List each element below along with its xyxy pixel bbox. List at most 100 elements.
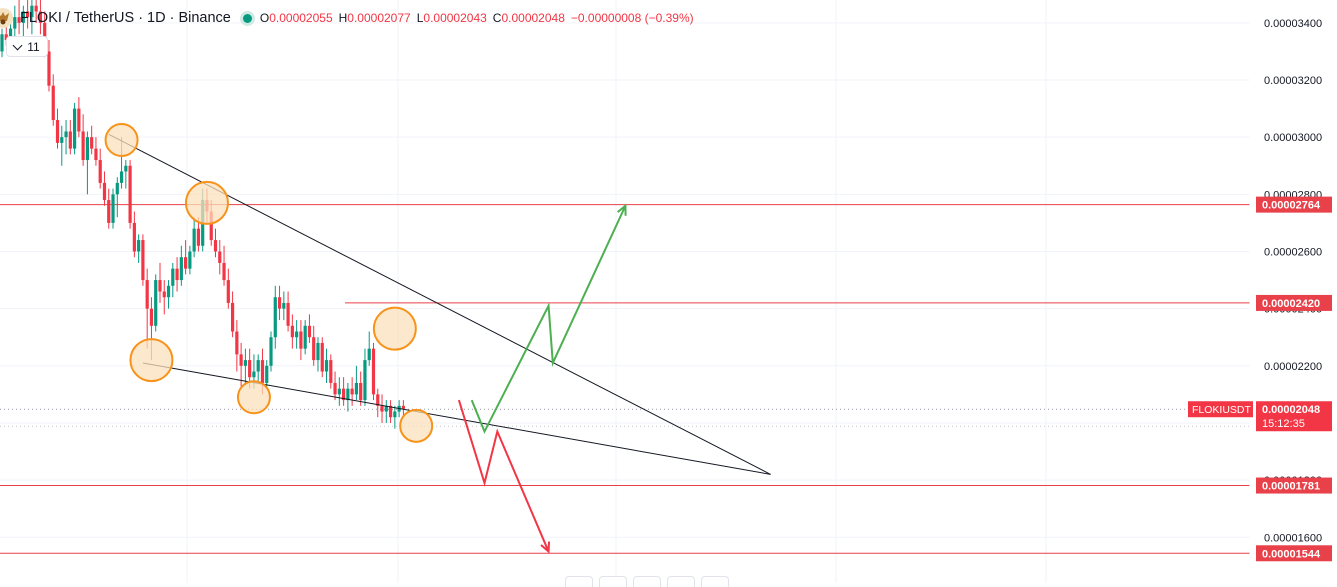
bottom-toolbar bbox=[565, 576, 729, 587]
candle-body bbox=[98, 160, 102, 183]
trendline bbox=[142, 362, 771, 475]
countdown-label: 15:12:35 bbox=[1262, 418, 1305, 430]
candle-body bbox=[209, 211, 213, 241]
highlight-circle bbox=[399, 408, 434, 443]
candle-body bbox=[102, 182, 107, 201]
candle-body bbox=[337, 388, 341, 395]
candle-body bbox=[119, 171, 124, 183]
candle-body bbox=[299, 331, 303, 349]
level-price-tag bbox=[1256, 545, 1332, 562]
symbol-title[interactable]: FLOKI / TetherUS · 1D · Binance bbox=[20, 10, 231, 26]
price-axis bbox=[1250, 0, 1337, 583]
candle-body bbox=[367, 348, 371, 361]
change-value: −0.00000008 (−0.39%) bbox=[570, 11, 694, 25]
bottom-button-1[interactable] bbox=[565, 576, 593, 587]
candle-body bbox=[64, 131, 68, 138]
candle-body bbox=[393, 411, 397, 418]
candle-body bbox=[342, 388, 346, 401]
candle-body bbox=[295, 331, 299, 338]
level-price-label: 0.00001544 bbox=[1262, 548, 1321, 560]
candle-body bbox=[376, 394, 380, 406]
level-price-label: 0.00001781 bbox=[1262, 481, 1320, 493]
candle-body bbox=[329, 360, 333, 383]
candle-body bbox=[68, 131, 72, 149]
open-key: O bbox=[259, 11, 270, 25]
candle-body bbox=[248, 360, 252, 378]
candle-body bbox=[222, 262, 226, 281]
candle-body bbox=[252, 371, 256, 378]
candle-body bbox=[72, 108, 77, 149]
candle-body bbox=[34, 5, 38, 12]
bottom-button-2[interactable] bbox=[599, 576, 627, 587]
candle-body bbox=[162, 291, 166, 298]
candle-body bbox=[124, 165, 128, 172]
candle-body bbox=[346, 388, 350, 401]
bottom-button-3[interactable] bbox=[633, 576, 661, 587]
candle-body bbox=[265, 365, 269, 383]
candle-body bbox=[0, 34, 4, 52]
candle-body bbox=[13, 17, 17, 29]
highlight-circle bbox=[372, 306, 417, 351]
highlight-circle bbox=[129, 338, 174, 383]
highlight-circle bbox=[236, 380, 271, 415]
y-tick-label: 0.00003200 bbox=[1264, 75, 1322, 87]
candle-body bbox=[350, 388, 354, 395]
open-value: 0.00002055 bbox=[269, 11, 333, 25]
candle-body bbox=[312, 337, 316, 361]
level-price-tag bbox=[1256, 294, 1332, 311]
candle-body bbox=[132, 222, 136, 252]
candle-body bbox=[256, 360, 260, 372]
close-value: 0.00002048 bbox=[501, 11, 565, 25]
candle-body bbox=[94, 148, 98, 161]
candle-body bbox=[141, 240, 145, 281]
candle-body bbox=[277, 297, 282, 309]
candle-body bbox=[38, 11, 43, 23]
y-tick-label: 0.00002200 bbox=[1264, 361, 1322, 373]
candle-body bbox=[401, 405, 405, 409]
last-price-tag bbox=[1256, 401, 1332, 432]
candle-body bbox=[55, 120, 60, 143]
low-value: 0.00002043 bbox=[423, 11, 487, 25]
candle-body bbox=[354, 382, 359, 395]
candle-body bbox=[192, 228, 196, 252]
candle-body bbox=[380, 405, 384, 412]
candle-body bbox=[316, 342, 320, 361]
bottom-button-5[interactable] bbox=[701, 576, 729, 587]
candle-body bbox=[8, 28, 13, 41]
level-price-label: 0.00002764 bbox=[1262, 200, 1321, 212]
candle-body bbox=[371, 348, 376, 395]
low-key: L bbox=[416, 11, 424, 25]
candle-body bbox=[363, 360, 367, 401]
y-tick-label: 0.00002600 bbox=[1264, 246, 1322, 258]
candle-body bbox=[77, 108, 81, 132]
candle-body bbox=[30, 5, 34, 18]
bottom-button-4[interactable] bbox=[667, 576, 695, 587]
candle-body bbox=[196, 228, 201, 246]
candle-body bbox=[17, 17, 21, 23]
indicators-toggle-button[interactable]: 11 bbox=[6, 36, 48, 57]
candle-body bbox=[269, 337, 273, 366]
candle-body bbox=[239, 354, 243, 366]
candle-body bbox=[260, 360, 265, 383]
candle-body bbox=[230, 302, 235, 332]
y-tick-label: 0.00003400 bbox=[1264, 18, 1322, 30]
floki-logo-icon bbox=[0, 8, 13, 28]
candle-body bbox=[60, 137, 64, 143]
candle-body bbox=[26, 11, 30, 18]
candle-body bbox=[154, 280, 158, 326]
candle-body bbox=[333, 382, 337, 395]
candle-body bbox=[303, 325, 307, 349]
candle-body bbox=[213, 240, 218, 252]
high-value: 0.00002077 bbox=[347, 11, 411, 25]
projection-up-arrowhead bbox=[617, 203, 627, 216]
candle-body bbox=[324, 360, 329, 372]
candle-body bbox=[282, 302, 286, 309]
candle-body bbox=[290, 325, 294, 338]
projection-down-arrowhead bbox=[540, 541, 551, 554]
candle-body bbox=[158, 280, 162, 292]
y-tick-label: 0.00003000 bbox=[1264, 132, 1322, 144]
candle-body bbox=[51, 85, 55, 121]
last-price-label: 0.00002048 bbox=[1262, 404, 1320, 416]
candle-body bbox=[85, 137, 89, 161]
